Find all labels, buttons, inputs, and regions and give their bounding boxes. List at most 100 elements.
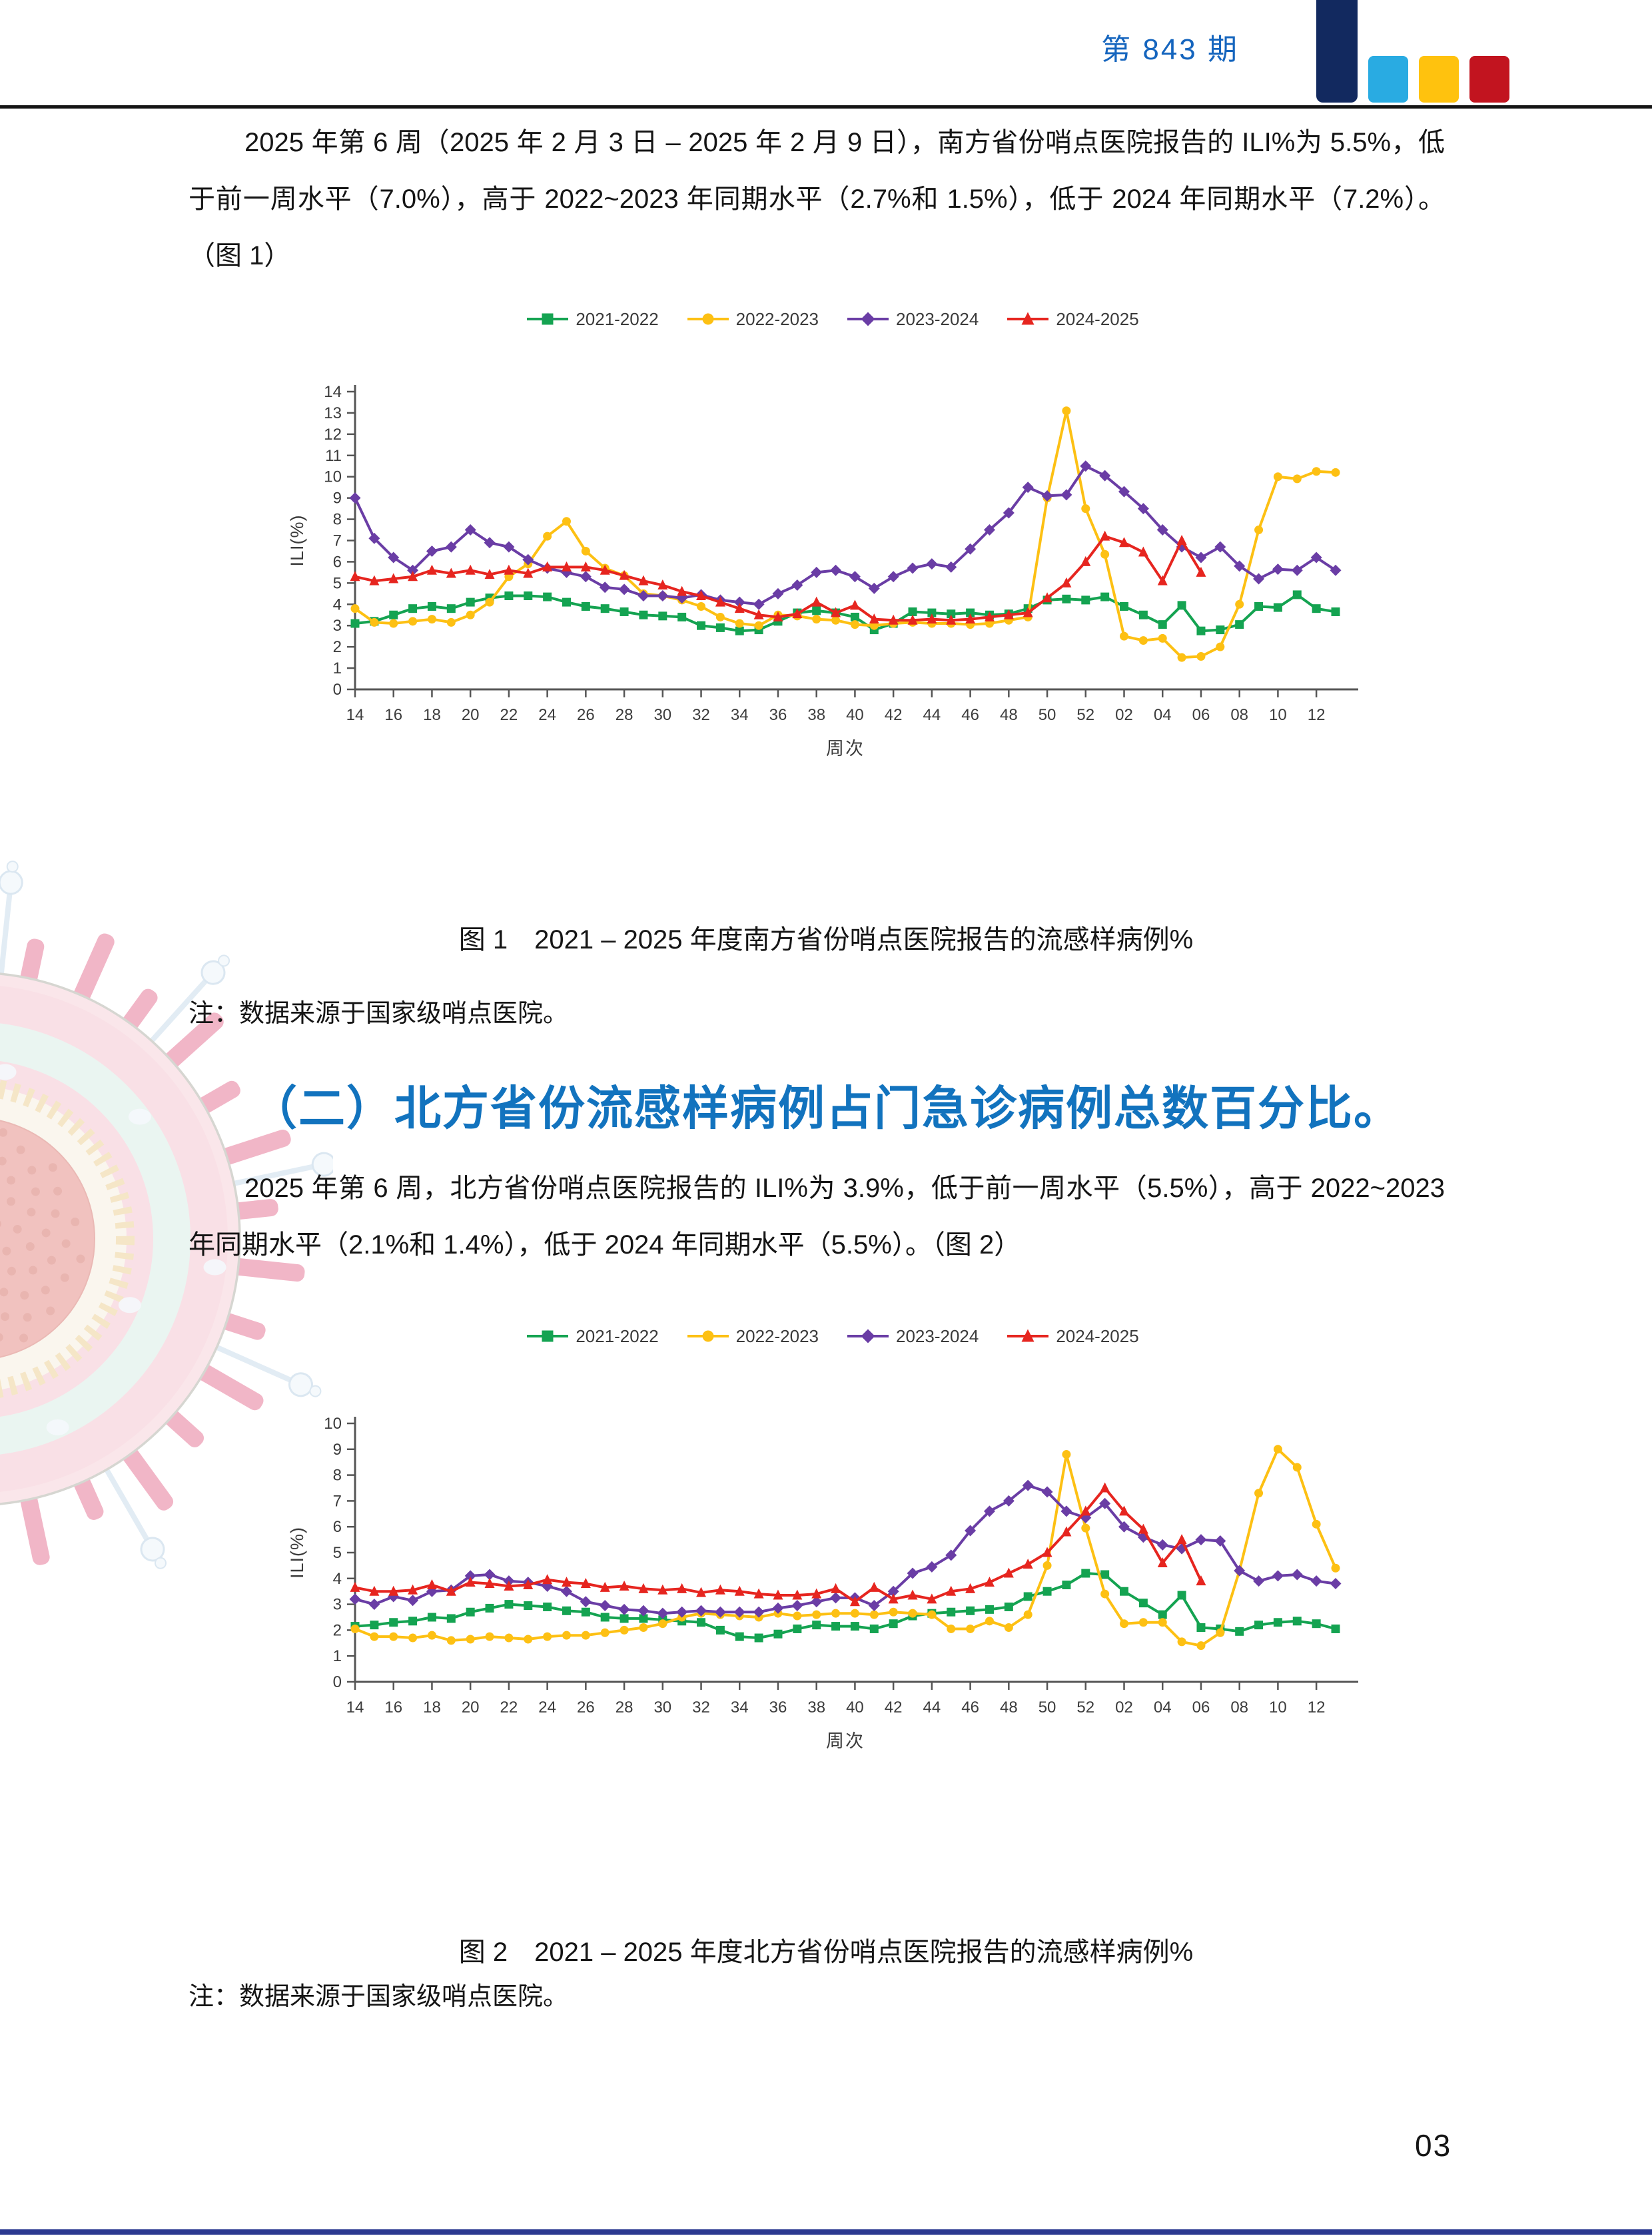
svg-text:12: 12 xyxy=(324,426,342,444)
svg-text:22: 22 xyxy=(500,1698,518,1716)
masthead-bar-red xyxy=(1469,56,1509,103)
svg-text:ILI(%): ILI(%) xyxy=(287,1527,307,1579)
legend-item-2021-2022: 2021-2022 xyxy=(526,1326,659,1347)
svg-text:10: 10 xyxy=(1269,706,1287,724)
legend-item-2021-2022: 2021-2022 xyxy=(526,309,659,330)
masthead-bar-lightblue xyxy=(1368,56,1408,103)
svg-text:3: 3 xyxy=(333,1596,342,1614)
svg-text:48: 48 xyxy=(1000,1698,1018,1716)
svg-text:38: 38 xyxy=(807,1698,825,1716)
legend-item-2024-2025: 2024-2025 xyxy=(1007,1325,1139,1347)
svg-text:06: 06 xyxy=(1192,1698,1210,1716)
svg-text:10: 10 xyxy=(324,1415,342,1433)
figure-2-caption: 图 2 2021 – 2025 年度北方省份哨点医院报告的流感样病例% xyxy=(458,1938,1194,1967)
svg-text:12: 12 xyxy=(1308,1698,1326,1716)
svg-text:46: 46 xyxy=(961,1698,979,1716)
svg-text:22: 22 xyxy=(500,706,518,724)
svg-text:14: 14 xyxy=(346,1698,364,1716)
svg-text:0: 0 xyxy=(333,1673,342,1691)
svg-text:32: 32 xyxy=(692,706,710,724)
svg-text:6: 6 xyxy=(333,1518,342,1536)
svg-text:8: 8 xyxy=(333,1467,342,1485)
svg-text:6: 6 xyxy=(333,553,342,571)
issue-number: 第 843 期 xyxy=(1101,33,1239,66)
chart-2-legend: 2021-2022 2022-2023 2023-2024 2024-2025 xyxy=(283,1315,1382,1357)
svg-text:36: 36 xyxy=(769,706,787,724)
masthead-bar-gold xyxy=(1419,56,1459,103)
svg-text:34: 34 xyxy=(731,1698,749,1716)
svg-text:10: 10 xyxy=(324,468,342,486)
svg-text:8: 8 xyxy=(333,511,342,529)
legend-item-2022-2023: 2022-2023 xyxy=(687,309,819,330)
svg-text:16: 16 xyxy=(384,1698,402,1716)
svg-text:08: 08 xyxy=(1230,1698,1248,1716)
legend-label: 2024-2025 xyxy=(1056,1325,1139,1346)
svg-text:20: 20 xyxy=(462,706,480,724)
svg-text:7: 7 xyxy=(333,1492,342,1510)
page-number: 03 xyxy=(1415,2128,1452,2163)
svg-text:48: 48 xyxy=(1000,706,1018,724)
svg-text:28: 28 xyxy=(616,706,633,724)
svg-text:04: 04 xyxy=(1154,706,1172,724)
legend-item-2022-2023: 2022-2023 xyxy=(687,1326,819,1347)
section-2-heading: （二）北方省份流感样病例占门急诊病例总数百分比。 xyxy=(250,1082,1402,1134)
svg-text:13: 13 xyxy=(324,404,342,422)
svg-text:14: 14 xyxy=(324,383,342,401)
chart-1-legend: 2021-2022 2022-2023 2023-2024 2024-2025 xyxy=(283,298,1382,340)
footer-bar xyxy=(0,2229,1652,2235)
svg-text:7: 7 xyxy=(333,532,342,550)
svg-text:30: 30 xyxy=(653,1698,671,1716)
header-divider xyxy=(0,105,1652,109)
svg-text:14: 14 xyxy=(346,706,364,724)
svg-text:32: 32 xyxy=(692,1698,710,1716)
svg-text:24: 24 xyxy=(538,706,556,724)
legend-label: 2024-2025 xyxy=(1056,308,1139,329)
svg-text:38: 38 xyxy=(807,706,825,724)
legend-label: 2023-2024 xyxy=(896,1325,979,1346)
svg-text:08: 08 xyxy=(1230,706,1248,724)
svg-text:44: 44 xyxy=(923,706,941,724)
svg-text:02: 02 xyxy=(1115,706,1133,724)
legend-label: 2022-2023 xyxy=(735,308,819,329)
svg-text:44: 44 xyxy=(923,1698,941,1716)
intro-paragraph: 2025 年第 6 周（2025 年 2 月 3 日 – 2025 年 2 月 … xyxy=(189,128,1445,270)
legend-label: 2022-2023 xyxy=(735,1325,819,1346)
svg-text:36: 36 xyxy=(769,1698,787,1716)
legend-item-2024-2025: 2024-2025 xyxy=(1007,308,1139,330)
svg-text:18: 18 xyxy=(423,706,441,724)
svg-text:34: 34 xyxy=(731,706,749,724)
svg-text:4: 4 xyxy=(333,1570,342,1588)
legend-item-2023-2024: 2023-2024 xyxy=(847,1326,979,1347)
svg-text:42: 42 xyxy=(885,706,903,724)
svg-text:2: 2 xyxy=(333,1621,342,1639)
legend-label: 2023-2024 xyxy=(896,308,979,329)
svg-text:42: 42 xyxy=(885,1698,903,1716)
svg-text:40: 40 xyxy=(846,706,864,724)
svg-text:40: 40 xyxy=(846,1698,864,1716)
figure-2-note: 注：数据来源于国家级哨点医院。 xyxy=(189,1983,569,2011)
section-2-paragraph: 2025 年第 6 周，北方省份哨点医院报告的 ILI%为 3.9%，低于前一周… xyxy=(189,1174,1445,1260)
svg-text:50: 50 xyxy=(1038,706,1056,724)
svg-text:52: 52 xyxy=(1076,706,1094,724)
svg-text:28: 28 xyxy=(616,1698,633,1716)
svg-text:5: 5 xyxy=(333,574,342,592)
svg-text:周次: 周次 xyxy=(826,739,865,759)
svg-text:24: 24 xyxy=(538,1698,556,1716)
svg-text:9: 9 xyxy=(333,1441,342,1459)
masthead-bar-navy xyxy=(1316,0,1358,103)
svg-text:1: 1 xyxy=(333,1647,342,1665)
svg-text:26: 26 xyxy=(577,706,595,724)
svg-text:周次: 周次 xyxy=(826,1731,865,1750)
svg-text:2: 2 xyxy=(333,638,342,656)
svg-text:26: 26 xyxy=(577,1698,595,1716)
svg-text:46: 46 xyxy=(961,706,979,724)
svg-text:52: 52 xyxy=(1076,1698,1094,1716)
svg-text:20: 20 xyxy=(462,1698,480,1716)
svg-text:9: 9 xyxy=(333,490,342,508)
svg-text:02: 02 xyxy=(1115,1698,1133,1716)
svg-text:10: 10 xyxy=(1269,1698,1287,1716)
svg-text:50: 50 xyxy=(1038,1698,1056,1716)
